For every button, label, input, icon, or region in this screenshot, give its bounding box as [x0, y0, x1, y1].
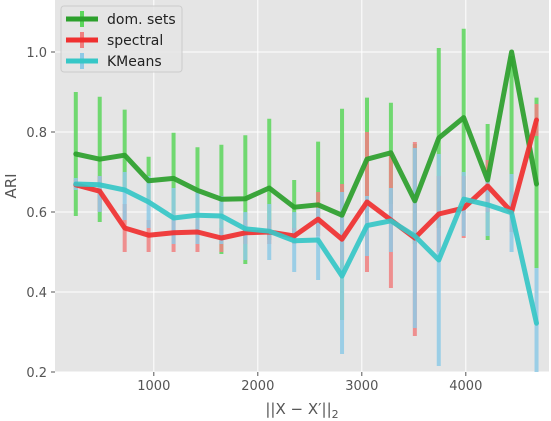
axis-ticks: 1000 2000 3000 4000 0.2 0.4 0.6 0.8 1.0 — [26, 46, 482, 394]
legend: dom. sets spectral KMeans — [60, 5, 183, 73]
legend-box — [60, 5, 183, 73]
y-tick-label: 0.8 — [26, 126, 47, 141]
legend-entry: dom. sets — [107, 12, 176, 28]
x-tick-label: 1000 — [137, 379, 170, 394]
legend-entry: KMeans — [107, 54, 162, 70]
x-axis-label-subscript: 2 — [332, 408, 339, 421]
x-axis-label: ||X − X′||2 — [265, 400, 338, 421]
series-lines — [73, 49, 539, 326]
y-tick-label: 1.0 — [26, 46, 47, 61]
legend-entry: spectral — [107, 33, 163, 49]
series-line-0 — [73, 49, 539, 218]
y-axis-label: ARI — [2, 173, 20, 198]
x-tick-label: 4000 — [449, 379, 482, 394]
x-axis-label-main: ||X − X′|| — [265, 400, 331, 418]
y-tick-label: 0.4 — [26, 286, 47, 301]
y-tick-label: 0.2 — [26, 366, 47, 381]
series-line-2 — [73, 181, 539, 326]
y-tick-label: 0.6 — [26, 206, 47, 221]
x-tick-label: 3000 — [345, 379, 378, 394]
x-tick-label: 2000 — [241, 379, 274, 394]
